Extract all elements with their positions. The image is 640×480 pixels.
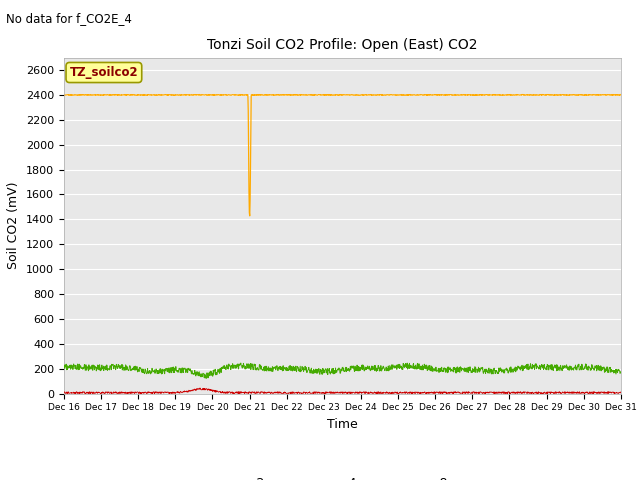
Y-axis label: Soil CO2 (mV): Soil CO2 (mV) (8, 182, 20, 269)
X-axis label: Time: Time (327, 418, 358, 431)
Text: No data for f_CO2E_4: No data for f_CO2E_4 (6, 12, 132, 25)
Title: Tonzi Soil CO2 Profile: Open (East) CO2: Tonzi Soil CO2 Profile: Open (East) CO2 (207, 38, 477, 52)
Legend: -2cm, -4cm, -8cm: -2cm, -4cm, -8cm (212, 472, 472, 480)
Text: TZ_soilco2: TZ_soilco2 (70, 66, 138, 79)
